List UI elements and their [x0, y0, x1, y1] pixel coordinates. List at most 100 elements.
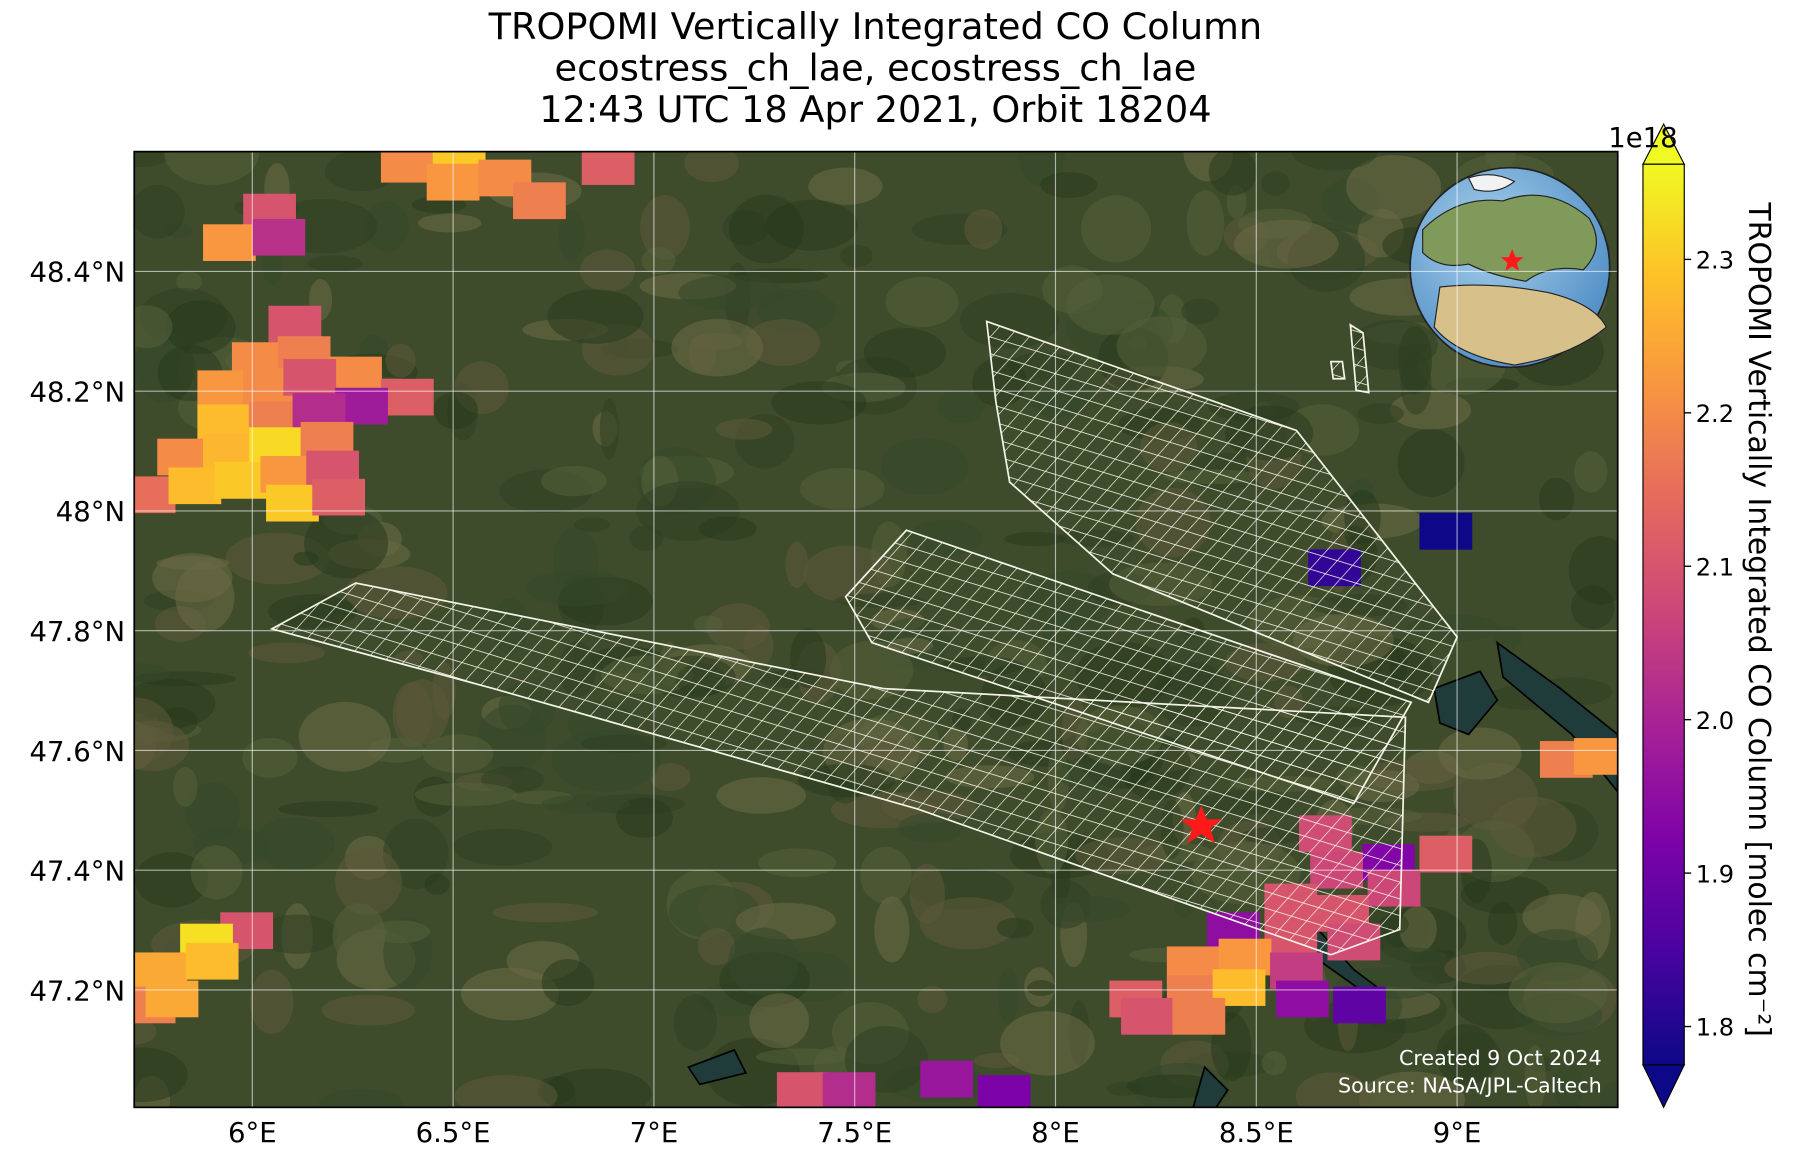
- y-tick-label: 48.2°N: [29, 376, 125, 408]
- terrain-patch: [1261, 1051, 1287, 1076]
- terrain-patch: [640, 195, 690, 260]
- terrain-patch: [176, 271, 203, 292]
- terrain-patch: [729, 194, 804, 264]
- terrain-patch: [678, 274, 786, 311]
- terrain-patch: [134, 663, 171, 684]
- footer-source: Source: NASA/JPL-Caltech: [1338, 1073, 1602, 1097]
- terrain-patch: [433, 391, 478, 430]
- co-pixel: [776, 1072, 830, 1108]
- terrain-patch: [1261, 171, 1290, 196]
- terrain-patch: [307, 255, 363, 272]
- terrain-patch: [1599, 1081, 1618, 1108]
- terrain-patch: [1508, 962, 1608, 1024]
- x-tick-label: 7°E: [630, 1117, 679, 1149]
- terrain-patch: [190, 845, 243, 900]
- title-line: 12:43 UTC 18 Apr 2021, Orbit 18204: [539, 88, 1211, 131]
- terrain-patch: [134, 1018, 157, 1045]
- co-pixel: [168, 467, 222, 505]
- colorbar-tick-label: 1.8: [1696, 1014, 1734, 1042]
- terrain-patch: [840, 244, 873, 268]
- colorbar-tick-label: 2.0: [1696, 707, 1734, 735]
- terrain-patch: [1359, 1071, 1466, 1108]
- terrain-patch: [134, 185, 185, 239]
- terrain-patch: [649, 763, 691, 792]
- x-tick-label: 6.5°E: [416, 1117, 491, 1149]
- co-pixels: [134, 151, 1618, 1108]
- y-tick-label: 48.4°N: [29, 257, 125, 289]
- terrain-patch: [1295, 1072, 1371, 1108]
- colorbar-tick-label: 2.2: [1696, 400, 1734, 428]
- terrain-patch: [1116, 316, 1207, 377]
- terrain-patch: [1538, 477, 1575, 521]
- colorbar-tick-label: 2.1: [1696, 553, 1734, 581]
- terrain-patch: [755, 1048, 850, 1066]
- terrain-patch: [184, 782, 241, 842]
- terrain-patch: [175, 562, 235, 632]
- terrain-patch: [1554, 1062, 1583, 1108]
- terrain-patch: [1570, 585, 1615, 630]
- y-tick-label: 47.6°N: [29, 736, 125, 768]
- terrain-patch: [1040, 895, 1131, 923]
- terrain-patch: [173, 766, 198, 807]
- co-pixel: [1333, 986, 1386, 1024]
- terrain-patch: [668, 885, 760, 939]
- terrain-patch: [698, 516, 757, 541]
- terrain-patch: [1080, 195, 1152, 263]
- terrain-patch: [1357, 403, 1404, 425]
- terrain-patch: [580, 734, 668, 753]
- terrain-patch: [541, 959, 594, 1006]
- terrain-patch: [1040, 172, 1098, 199]
- terrain-patch: [743, 624, 774, 668]
- terrain-patch: [460, 967, 560, 1021]
- terrain-patch: [278, 801, 379, 817]
- terrain-patch: [599, 398, 619, 460]
- co-pixel: [252, 218, 306, 256]
- co-pixel: [380, 378, 434, 416]
- terrain-patch: [249, 969, 294, 1035]
- terrain-patch: [1346, 155, 1442, 219]
- terrain-patch: [332, 903, 386, 967]
- co-pixel: [581, 151, 635, 185]
- terrain-patch: [1027, 980, 1056, 996]
- terrain-patch: [996, 917, 1034, 939]
- terrain-patch: [164, 151, 260, 185]
- colorbar-tick-label: 1.9: [1696, 860, 1734, 888]
- terrain-patch: [673, 994, 718, 1051]
- terrain-patch: [671, 318, 764, 377]
- colorbar-extend-bottom: [1642, 1064, 1686, 1109]
- terrain-patch: [1208, 151, 1258, 196]
- terrain-patch: [860, 846, 912, 904]
- terrain-patch: [396, 679, 450, 745]
- footer-created: Created 9 Oct 2024: [1399, 1046, 1602, 1070]
- terrain-patch: [1181, 298, 1219, 324]
- terrain-patch: [746, 318, 821, 366]
- co-pixel: [197, 370, 251, 408]
- co-pixel: [1419, 512, 1473, 550]
- colorbar-exponent: 1e18: [1608, 122, 1677, 154]
- terrain-patch: [579, 249, 636, 292]
- co-pixel: [312, 478, 366, 516]
- co-pixel: [185, 942, 239, 980]
- terrain-patch: [771, 381, 867, 425]
- co-pixel: [214, 462, 268, 499]
- terrain-patch: [863, 328, 946, 378]
- terrain-patch: [959, 293, 1060, 349]
- site-marker: [1180, 805, 1222, 844]
- terrain-patch: [757, 848, 836, 878]
- co-pixel: [1419, 835, 1473, 873]
- axes: 6°E 6.5°E 7°E 7.5°E 8°E 8.5°E 9°E 47.2°N 47.4°N 4…: [29, 257, 1481, 1149]
- terrain-patch: [716, 777, 806, 814]
- terrain-patch: [365, 200, 409, 252]
- terrain-patch: [1490, 796, 1577, 858]
- terrain-patch: [749, 993, 810, 1049]
- terrain-patch: [134, 852, 209, 908]
- terrain-patch: [540, 465, 607, 497]
- terrain-patch: [615, 797, 673, 838]
- terrain-patch: [1000, 1011, 1095, 1076]
- terrain-patch: [808, 167, 883, 206]
- terrain-patch: [324, 151, 397, 192]
- terrain-patch: [1524, 1045, 1546, 1108]
- terrain-patch: [134, 305, 173, 349]
- x-tick-label: 7.5°E: [817, 1117, 892, 1149]
